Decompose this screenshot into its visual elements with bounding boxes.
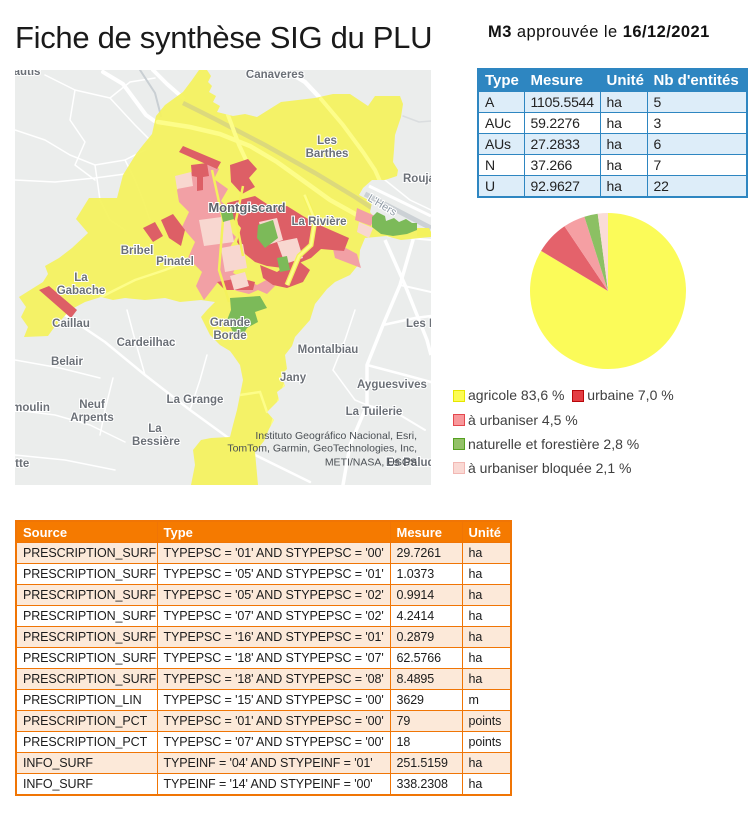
svg-text:Borde: Borde: [213, 330, 246, 342]
svg-text:Es Palud: Es Palud: [386, 457, 431, 469]
svg-text:Montgiscard: Montgiscard: [208, 200, 285, 215]
svg-text:Instituto Geográfico Nacional,: Instituto Geográfico Nacional, Esri,: [255, 430, 417, 442]
svg-text:Grande: Grande: [210, 317, 250, 329]
svg-text:Canaveres: Canaveres: [246, 70, 304, 81]
svg-text:Belair: Belair: [51, 356, 83, 368]
svg-text:Les: Les: [317, 135, 337, 147]
svg-text:Caillau: Caillau: [52, 318, 90, 330]
svg-text:autis: autis: [15, 70, 40, 78]
svg-text:La Grange: La Grange: [167, 394, 224, 406]
svg-text:La Rivière: La Rivière: [292, 216, 347, 228]
svg-text:Bribel: Bribel: [121, 245, 154, 257]
svg-text:Les B: Les B: [406, 318, 431, 330]
svg-text:La: La: [148, 423, 162, 435]
svg-text:Pinatel: Pinatel: [156, 256, 194, 268]
svg-text:Montalbiau: Montalbiau: [298, 344, 359, 356]
svg-text:La Tuilerie: La Tuilerie: [346, 406, 403, 418]
svg-text:moulin: moulin: [15, 402, 50, 414]
svg-text:Gabache: Gabache: [57, 285, 106, 297]
svg-text:Cardeilhac: Cardeilhac: [117, 337, 176, 349]
svg-text:Bessière: Bessière: [132, 436, 180, 448]
svg-text:Jany: Jany: [280, 372, 307, 384]
svg-text:Arpents: Arpents: [70, 412, 113, 424]
svg-text:Rouja: Rouja: [403, 173, 431, 185]
svg-text:TomTom, Garmin, GeoTechnologie: TomTom, Garmin, GeoTechnologies, Inc,: [227, 443, 417, 455]
svg-text:METI/NASA, USGS: METI/NASA, USGS: [325, 457, 417, 469]
svg-text:La: La: [74, 272, 88, 284]
svg-text:Barthes: Barthes: [306, 148, 349, 160]
svg-text:Neuf: Neuf: [79, 399, 105, 411]
svg-text:Ayguesvives: Ayguesvives: [357, 379, 427, 391]
